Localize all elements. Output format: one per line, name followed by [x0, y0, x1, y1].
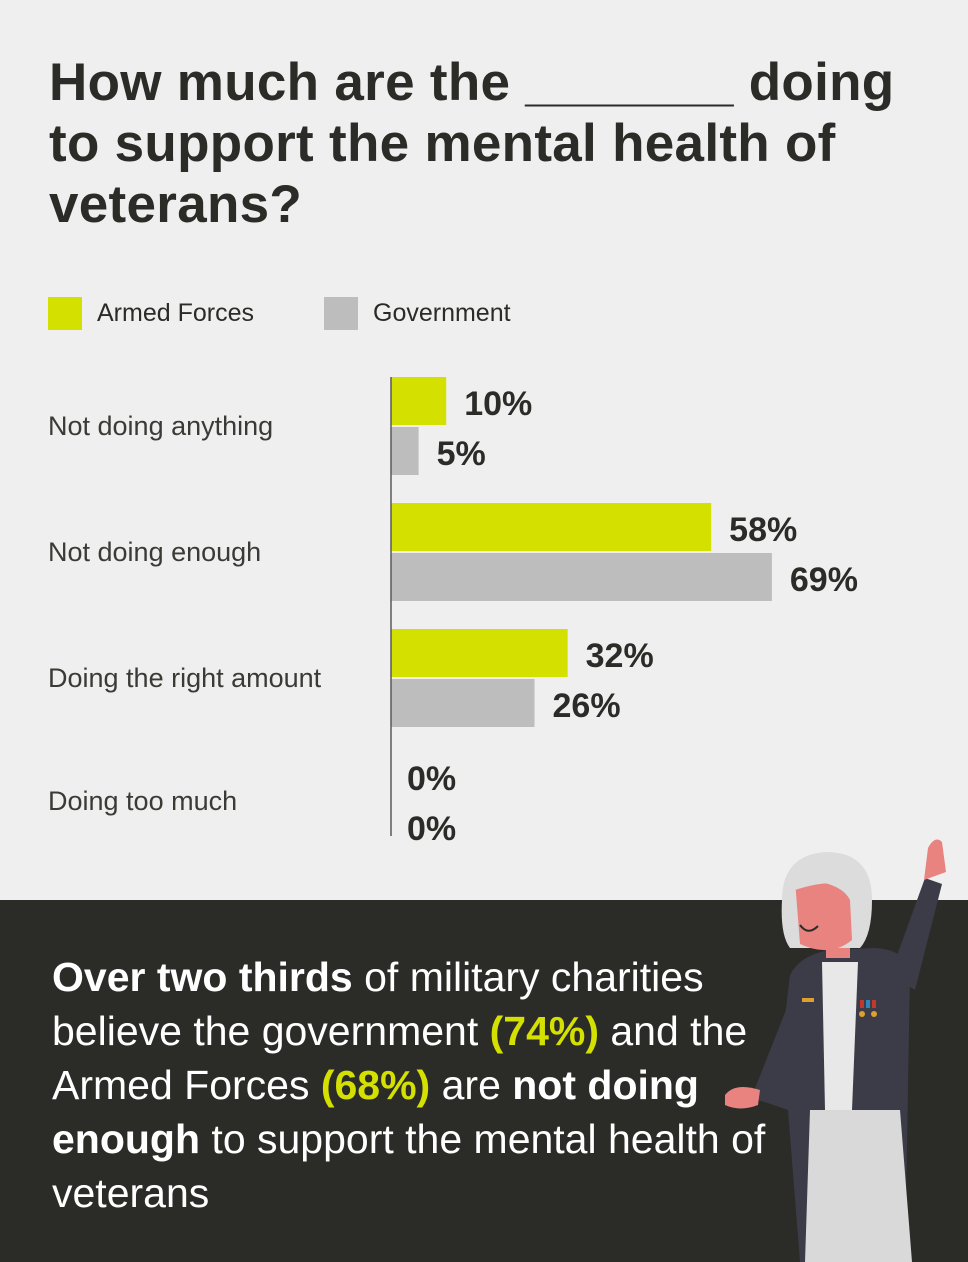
veteran-raised-arm [890, 878, 942, 990]
veteran-skirt [805, 1110, 912, 1262]
chart-title: How much are the _______ doing to suppor… [49, 53, 895, 234]
value-label-government-doing-too-much: 0% [407, 810, 456, 848]
veteran-illustration [725, 839, 946, 1262]
summary-text-part: are [430, 1062, 513, 1108]
legend-item-armed-forces: Armed Forces [48, 297, 254, 330]
veteran-smile [799, 924, 819, 932]
chart-bars [391, 377, 772, 727]
summary-text-part: to support the mental health of veterans [52, 1116, 766, 1216]
value-label-government-not-doing-enough: 69% [790, 561, 858, 599]
veteran-lower-arm [752, 1000, 800, 1098]
summary-emphasis-over-two-thirds: Over two thirds [52, 954, 353, 1000]
legend-label-armed-forces: Armed Forces [97, 299, 254, 327]
category-label-doing-too-much: Doing too much [48, 786, 237, 816]
summary-emphasis-not-doing-enough: not doing enough [52, 1062, 699, 1162]
legend-swatch-government [324, 297, 358, 330]
bar-government-doing-the-right-amount [391, 679, 535, 727]
legend-swatch-armed-forces [48, 297, 82, 330]
veteran-medals [802, 998, 877, 1017]
value-label-government-not-doing-anything: 5% [437, 435, 486, 473]
summary-text-part: and the Armed Forces [52, 1008, 748, 1108]
category-label-doing-the-right-amount: Doing the right amount [48, 663, 322, 693]
veteran-lower-hand [725, 1086, 760, 1109]
bar-chart: Not doing anything 10% 5% Not doing enough 5… [48, 377, 858, 848]
legend-label-government: Government [373, 299, 511, 327]
veteran-face [795, 880, 852, 951]
summary-highlight-government-pct: (74%) [489, 1008, 599, 1054]
value-label-armed-forces-not-doing-enough: 58% [729, 511, 797, 549]
value-label-armed-forces-doing-too-much: 0% [407, 760, 456, 798]
legend-item-government: Government [324, 297, 511, 330]
veteran-raised-hand [924, 839, 946, 880]
value-label-armed-forces-doing-the-right-amount: 32% [586, 637, 654, 675]
summary-highlight-armed-forces-pct: (68%) [320, 1062, 431, 1108]
summary-text-part: of military charities believe the govern… [52, 954, 704, 1054]
bar-armed-forces-doing-the-right-amount [391, 629, 568, 677]
veteran-shirt [822, 962, 858, 1110]
bar-armed-forces-not-doing-enough [391, 503, 712, 551]
value-label-government-doing-the-right-amount: 26% [553, 687, 621, 725]
summary-text: Over two thirds of military charities be… [52, 950, 772, 1220]
bar-government-not-doing-anything [391, 427, 419, 475]
category-label-not-doing-anything: Not doing anything [48, 411, 273, 441]
value-label-armed-forces-not-doing-anything: 10% [464, 385, 532, 423]
bar-armed-forces-not-doing-anything [391, 377, 447, 425]
category-label-not-doing-enough: Not doing enough [48, 537, 261, 567]
chart-labels: Not doing anything 10% 5% Not doing enough 5… [48, 385, 858, 848]
bar-government-not-doing-enough [391, 553, 772, 601]
veteran-hair-fringe [790, 861, 866, 892]
